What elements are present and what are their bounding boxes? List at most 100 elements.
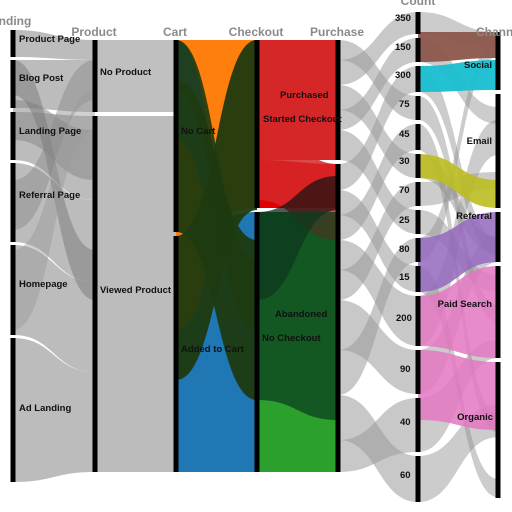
axis-category-bar[interactable] <box>254 212 260 472</box>
ribbon-purchase-count[interactable] <box>338 124 418 240</box>
category-label: No Cart <box>181 126 216 137</box>
dimension-title-product[interactable]: Product <box>71 25 116 39</box>
category-label: Ad Landing <box>19 403 71 414</box>
ribbon-count-channel[interactable] <box>418 350 498 430</box>
ribbon-landing-product[interactable] <box>13 245 95 372</box>
dimension-title-cart[interactable]: Cart <box>163 25 187 39</box>
axis-category-bar[interactable] <box>173 236 179 472</box>
axis-category-bar[interactable] <box>495 94 501 208</box>
category-label: No Product <box>100 67 152 78</box>
ribbon-landing-product[interactable] <box>13 338 95 482</box>
axis-category-bar[interactable] <box>10 163 16 242</box>
axis-category-bar[interactable] <box>173 40 179 232</box>
axis-category-bar[interactable] <box>415 124 421 150</box>
ribbon-checkout-purchase[interactable] <box>257 212 338 420</box>
channel-label: Paid Search <box>438 299 493 310</box>
count-label: 350 <box>395 13 411 24</box>
count-label: 60 <box>400 470 411 481</box>
axis-category-bar[interactable] <box>10 338 16 482</box>
axis-category-bar[interactable] <box>415 38 421 62</box>
ribbon-product-cart[interactable] <box>95 40 176 112</box>
ribbon-count-channel[interactable] <box>418 405 498 502</box>
ribbon-count-channel[interactable] <box>418 40 498 262</box>
axis-category-bar[interactable] <box>10 245 16 335</box>
ribbon-count-channel[interactable] <box>418 212 498 292</box>
axis-category-bar[interactable] <box>495 212 501 262</box>
category-label: Viewed Product <box>100 285 172 296</box>
ribbon-cart-checkout[interactable] <box>176 400 257 472</box>
axis-category-bar[interactable] <box>415 12 421 34</box>
dimension-title-count[interactable]: Count <box>401 0 436 8</box>
category-label: Purchased <box>280 90 329 101</box>
ribbon-landing-product[interactable] <box>13 100 95 180</box>
axis-category-bar[interactable] <box>10 30 16 57</box>
axis-category-bar[interactable] <box>495 32 501 90</box>
count-label: 15 <box>399 272 410 283</box>
axis-category-bar[interactable] <box>335 40 341 160</box>
ribbon-count-channel[interactable] <box>418 60 498 92</box>
axis-layer <box>10 12 501 502</box>
ribbon-landing-product[interactable] <box>13 60 95 300</box>
category-label: Product Page <box>19 34 80 45</box>
category-label: No Checkout <box>262 333 321 344</box>
axis-category-bar[interactable] <box>415 456 421 502</box>
axis-category-bar[interactable] <box>495 362 501 498</box>
axis-category-bar[interactable] <box>92 116 98 472</box>
ribbon-landing-product[interactable] <box>13 30 95 60</box>
count-label: 45 <box>399 129 410 140</box>
ribbon-product-cart[interactable] <box>95 116 176 472</box>
ribbon-count-channel[interactable] <box>418 32 498 62</box>
dimension-title-channel[interactable]: Channel <box>476 25 512 39</box>
category-label: Abandoned <box>275 309 327 320</box>
channel-label: Email <box>467 136 492 147</box>
count-label: 40 <box>400 417 411 428</box>
count-label: 200 <box>396 313 412 324</box>
ribbon-purchase-count[interactable] <box>338 238 418 395</box>
ribbon-count-channel[interactable] <box>418 154 498 208</box>
axis-category-bar[interactable] <box>254 40 260 208</box>
ribbon-purchase-count[interactable] <box>338 38 418 130</box>
axis-category-bar[interactable] <box>415 182 421 206</box>
channel-label: Referral <box>456 211 492 222</box>
axis-category-bar[interactable] <box>10 60 16 108</box>
count-label: 70 <box>399 185 410 196</box>
dimension-title-checkout[interactable]: Checkout <box>229 25 284 39</box>
dimension-title-landing[interactable]: Landing <box>0 14 31 28</box>
ribbon-purchase-count[interactable] <box>338 12 418 85</box>
count-label: 150 <box>395 42 411 53</box>
count-label: 25 <box>399 215 410 226</box>
axis-category-bar[interactable] <box>335 164 341 472</box>
count-label: 90 <box>400 364 411 375</box>
category-label: Started Checkout <box>263 114 342 125</box>
dimension-title-purchase[interactable]: Purchase <box>310 25 364 39</box>
axis-category-bar[interactable] <box>415 210 421 234</box>
ribbon-purchase-count[interactable] <box>338 398 418 472</box>
ribbon-landing-product[interactable] <box>13 90 95 330</box>
label-layer: Landing Product Cart Checkout Purchase Count C… <box>0 0 512 481</box>
ribbon-count-channel[interactable] <box>418 266 498 358</box>
axis-category-bar[interactable] <box>415 96 421 120</box>
axis-category-bar[interactable] <box>415 350 421 394</box>
count-label: 80 <box>399 244 410 255</box>
ribbon-purchase-count[interactable] <box>338 300 418 394</box>
axis-category-bar[interactable] <box>415 66 421 92</box>
ribbon-cart-checkout[interactable] <box>176 40 257 330</box>
ribbon-purchase-count[interactable] <box>338 182 418 300</box>
category-label: Landing Page <box>19 126 81 137</box>
ribbon-count-channel[interactable] <box>418 124 498 433</box>
axis-category-bar[interactable] <box>10 112 16 160</box>
category-label: Referral Page <box>19 190 80 201</box>
axis-category-bar[interactable] <box>415 296 421 346</box>
axis-category-bar[interactable] <box>415 238 421 262</box>
axis-category-bar[interactable] <box>415 154 421 178</box>
axis-category-bar[interactable] <box>92 40 98 112</box>
axis-category-bar[interactable] <box>415 398 421 452</box>
axis-category-bar[interactable] <box>415 266 421 292</box>
axis-category-bar[interactable] <box>495 266 501 358</box>
ribbon-count-channel[interactable] <box>418 66 498 257</box>
ribbon-count-channel[interactable] <box>418 96 498 322</box>
channel-label: Social <box>464 60 492 71</box>
ribbon-landing-product[interactable] <box>13 60 95 230</box>
ribbon-purchase-count[interactable] <box>338 66 418 190</box>
